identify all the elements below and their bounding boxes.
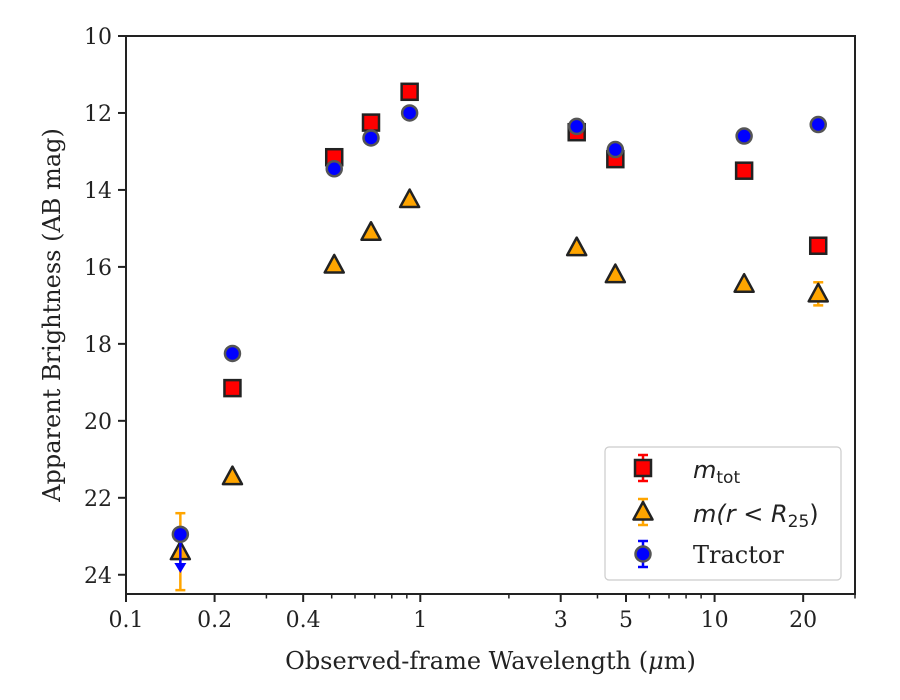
- legend-markers: [632, 453, 654, 569]
- y-tick-label: 18: [84, 333, 112, 358]
- x-tick-label: 20: [789, 608, 817, 633]
- point-mr25: [221, 465, 244, 486]
- point-mr25: [807, 282, 829, 303]
- y-tick-label: 24: [84, 564, 112, 589]
- point-mr25: [360, 221, 382, 242]
- legend-marker-mtot: [633, 458, 653, 478]
- point-tractor: [809, 115, 827, 134]
- point-mr25: [323, 253, 345, 274]
- point-tractor: [735, 127, 753, 145]
- y-tick-label: 14: [84, 179, 112, 204]
- legend-label-mr25: m(r < R25): [693, 500, 819, 532]
- y-tick-label: 10: [84, 25, 112, 50]
- x-tick-label: 0.2: [197, 608, 232, 633]
- x-tick-label: 0.1: [109, 608, 144, 633]
- point-mtot: [734, 161, 754, 180]
- point-mr25: [398, 188, 421, 209]
- point-tractor: [325, 160, 343, 178]
- x-axis-title: Observed-frame Wavelength (μm): [285, 647, 696, 675]
- point-tractor: [171, 525, 190, 544]
- series-mr25: [169, 188, 829, 592]
- point-mr25: [604, 263, 627, 284]
- x-tick-label: 5: [619, 608, 633, 633]
- point-tractor: [400, 104, 419, 122]
- x-tick-label: 10: [701, 608, 729, 633]
- legend-label-mtot: mtot: [693, 456, 740, 488]
- x-axis-title-mu: μ: [648, 647, 664, 675]
- legend-marker-tractor: [634, 545, 652, 563]
- x-axis-title-unit: m): [664, 647, 696, 675]
- point-mtot: [808, 236, 828, 255]
- point-mtot: [400, 82, 419, 102]
- y-tick-label: 22: [84, 487, 112, 512]
- y-tick-label: 12: [84, 102, 112, 127]
- series-tractor: [171, 104, 827, 573]
- legend-label-tractor: Tractor: [693, 541, 784, 569]
- series-mtot: [223, 82, 828, 398]
- y-tick-label: 20: [84, 410, 112, 435]
- x-tick-label: 0.4: [286, 608, 321, 633]
- point-tractor: [223, 344, 242, 363]
- point-tractor: [606, 140, 625, 159]
- upper-limit-arrowhead: [174, 562, 187, 573]
- x-tick-label: 1: [413, 608, 427, 633]
- y-axis-title: Apparent Brightness (AB mag): [38, 128, 66, 503]
- legend-marker-mr25: [632, 500, 654, 521]
- point-mtot: [223, 378, 242, 398]
- x-tick-label: 3: [554, 608, 568, 633]
- legend-box: [604, 446, 842, 581]
- point-tractor: [362, 129, 380, 147]
- point-mr25: [565, 236, 588, 257]
- point-mtot: [361, 113, 381, 132]
- point-mr25: [733, 272, 755, 293]
- data-marks: [169, 82, 829, 592]
- legend: mtot m(r < R25) Tractor: [604, 446, 842, 581]
- y-tick-label: 16: [84, 256, 112, 281]
- ticks: 0.1 0.2 0.4 1 3 5 10 20 10 12 14 16 18 20 22 24: [84, 25, 856, 633]
- x-axis-title-main: Observed-frame Wavelength (: [285, 647, 648, 675]
- point-tractor: [567, 117, 586, 136]
- plot-frame: [125, 35, 856, 595]
